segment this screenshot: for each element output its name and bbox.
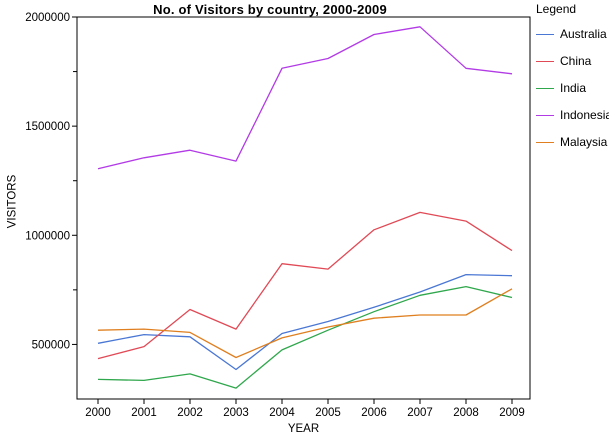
y-tick-label: 2000000 (25, 12, 70, 24)
legend-swatch-india (536, 87, 554, 89)
x-tick-label: 2009 (499, 407, 525, 419)
legend-label: China (560, 54, 592, 68)
legend-title: Legend (536, 2, 577, 16)
y-tick-label: 1500000 (25, 121, 70, 133)
series-line-australia (97, 273, 513, 371)
y-tick-label: 500000 (32, 339, 70, 351)
x-tick-label: 2007 (407, 407, 433, 419)
legend-swatch-china (536, 60, 554, 62)
x-axis-title: YEAR (287, 423, 320, 435)
legend-swatch-australia (536, 33, 554, 35)
series-line-india (97, 285, 513, 389)
x-tick-label: 2004 (269, 407, 295, 419)
legend-item-india: India (536, 81, 608, 95)
x-tick-label: 2008 (453, 407, 479, 419)
series-line-indonesia (97, 26, 513, 170)
legend-items: Australia China India Indonesia Malaysia (536, 27, 609, 149)
legend-item-malaysia: Malaysia (536, 135, 608, 149)
series-line-malaysia (97, 288, 513, 359)
x-tick-label: 2005 (315, 407, 341, 419)
legend-item-australia: Australia (536, 27, 608, 41)
x-tick-label: 2000 (85, 407, 111, 419)
y-tick-label: 1000000 (25, 230, 70, 242)
legend-swatch-indonesia (536, 114, 554, 116)
legend-label: Australia (560, 27, 607, 41)
y-axis-title: VISITORS (6, 174, 19, 229)
x-tick-label: 2006 (361, 407, 387, 419)
legend-label: Indonesia (560, 108, 609, 122)
legend: Legend Australia China India Indonesia Malay… (536, 2, 609, 162)
legend-label: Malaysia (560, 135, 608, 149)
legend-item-china: China (536, 54, 608, 68)
x-tick-label: 2001 (131, 407, 157, 419)
series-line-china (97, 211, 513, 360)
chart-title: No. of Visitors by country, 2000-2009 (153, 2, 387, 17)
legend-label: India (560, 81, 587, 95)
legend-swatch-malaysia (536, 141, 554, 143)
plot-frame (76, 16, 531, 400)
x-tick-label: 2003 (223, 407, 249, 419)
legend-item-indonesia: Indonesia (536, 108, 609, 122)
x-tick-label: 2002 (177, 407, 203, 419)
